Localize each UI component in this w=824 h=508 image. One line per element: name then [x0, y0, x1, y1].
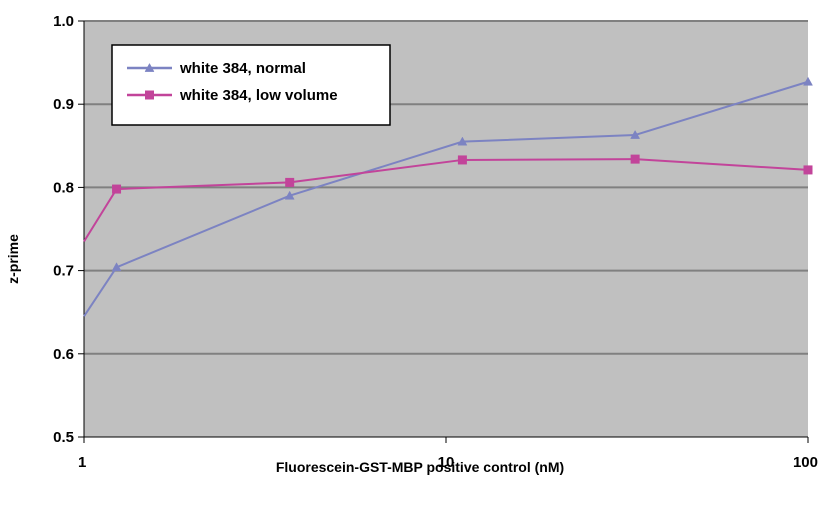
x-tick-label: 1 — [78, 454, 86, 471]
data-point — [457, 136, 468, 146]
y-tick-label: 0.5 — [53, 429, 74, 446]
y-tick-label: 0.6 — [53, 346, 74, 363]
x-tick-label: 100 — [793, 454, 818, 471]
y-tick-label: 0.9 — [53, 96, 74, 113]
series-layer — [83, 76, 813, 317]
y-tick-label: 1.0 — [53, 13, 74, 30]
series-line — [83, 158, 809, 243]
legend-box — [111, 44, 391, 126]
x-axis-title: Fluorescein-GST-MBP positive control (nM… — [276, 459, 564, 475]
data-point — [630, 129, 641, 139]
legend-label: white 384, normal — [179, 60, 306, 77]
x-tick-label: 10 — [438, 454, 455, 471]
legend: white 384, normal white 384, low volume — [111, 44, 391, 126]
axes: 0.5 0.6 0.7 0.8 0.9 1.0 1 10 100 — [53, 13, 818, 471]
legend-marker — [144, 62, 155, 72]
series-line — [83, 80, 809, 317]
y-tick-label: 0.8 — [53, 179, 74, 196]
data-point — [284, 190, 295, 200]
series-1 — [83, 76, 813, 317]
y-axis-title: z-prime — [5, 234, 21, 284]
legend-marker — [145, 90, 154, 100]
data-point — [112, 184, 122, 194]
series-2 — [83, 154, 813, 243]
data-point — [803, 165, 813, 175]
data-point — [111, 262, 122, 272]
data-point — [630, 154, 640, 164]
data-point — [457, 155, 467, 165]
legend-label: white 384, low volume — [179, 87, 338, 104]
y-tick-label: 0.7 — [53, 263, 74, 280]
data-point — [803, 76, 813, 86]
data-point — [285, 177, 295, 187]
